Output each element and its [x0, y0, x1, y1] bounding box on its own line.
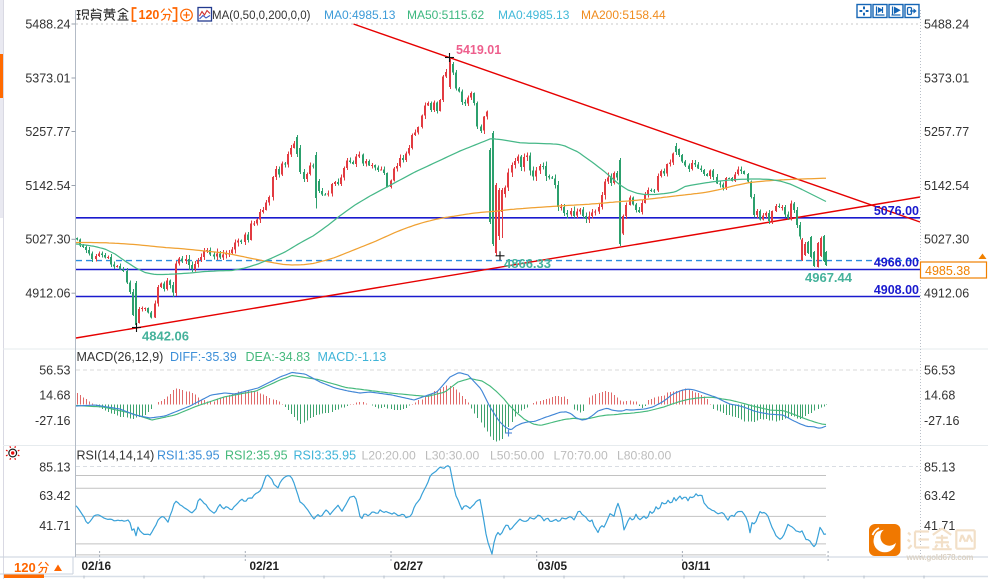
- svg-text:41.71: 41.71: [924, 519, 955, 533]
- svg-text:MA200:5158.44: MA200:5158.44: [581, 8, 666, 22]
- svg-text:56.53: 56.53: [39, 363, 70, 377]
- svg-text:03/11: 03/11: [682, 559, 711, 573]
- svg-text:5027.30: 5027.30: [25, 233, 70, 247]
- svg-text:MA0:4985.13: MA0:4985.13: [324, 8, 396, 22]
- svg-text:02/27: 02/27: [394, 559, 424, 573]
- svg-text:L80:80.00: L80:80.00: [617, 449, 671, 463]
- svg-text:5373.01: 5373.01: [25, 71, 70, 85]
- svg-text:4966.00: 4966.00: [874, 255, 919, 269]
- svg-text:5488.24: 5488.24: [924, 17, 969, 31]
- svg-text:4985.38: 4985.38: [925, 264, 970, 278]
- svg-text:DEA:-34.83: DEA:-34.83: [246, 350, 311, 364]
- svg-text:63.42: 63.42: [39, 489, 70, 503]
- svg-text:5027.30: 5027.30: [924, 233, 969, 247]
- svg-text:RSI2:35.95: RSI2:35.95: [225, 449, 288, 463]
- svg-text:14.68: 14.68: [924, 388, 955, 402]
- svg-text:MA(0,50,0,200,0,0): MA(0,50,0,200,0,0): [212, 10, 311, 22]
- svg-text:41.71: 41.71: [39, 519, 70, 533]
- svg-text:4866.33: 4866.33: [504, 256, 551, 271]
- svg-text:85.13: 85.13: [924, 460, 955, 474]
- svg-text:4967.44: 4967.44: [805, 270, 853, 285]
- svg-text:02/21: 02/21: [250, 559, 280, 573]
- svg-text:MA50:5115.62: MA50:5115.62: [407, 8, 484, 22]
- svg-text:4842.06: 4842.06: [142, 328, 189, 343]
- svg-text:5076.00: 5076.00: [874, 204, 919, 218]
- svg-text:5419.01: 5419.01: [456, 43, 501, 57]
- svg-text:02/16: 02/16: [82, 559, 112, 573]
- svg-text:56.53: 56.53: [924, 363, 955, 377]
- svg-text:MACD(26,12,9): MACD(26,12,9): [77, 350, 164, 364]
- svg-text:63.42: 63.42: [924, 489, 955, 503]
- svg-text:5488.24: 5488.24: [25, 17, 70, 31]
- svg-text:RSI3:35.95: RSI3:35.95: [294, 449, 357, 463]
- svg-text:5257.77: 5257.77: [25, 125, 70, 139]
- svg-text:-27.16: -27.16: [924, 414, 959, 428]
- svg-text:4908.00: 4908.00: [874, 283, 919, 297]
- svg-text:-27.16: -27.16: [35, 414, 70, 428]
- svg-text:4912.06: 4912.06: [25, 287, 70, 301]
- svg-text:120: 120: [14, 560, 36, 575]
- svg-text:03/05: 03/05: [538, 559, 568, 573]
- svg-text:4912.06: 4912.06: [924, 287, 969, 301]
- svg-text:L50:50.00: L50:50.00: [490, 449, 544, 463]
- svg-text:5373.01: 5373.01: [924, 71, 969, 85]
- svg-text:MACD:-1.13: MACD:-1.13: [318, 350, 387, 364]
- svg-text:5142.54: 5142.54: [924, 179, 969, 193]
- svg-text:RSI1:35.95: RSI1:35.95: [157, 449, 220, 463]
- svg-text:MA0:4985.13: MA0:4985.13: [498, 8, 570, 22]
- svg-text:85.13: 85.13: [39, 460, 70, 474]
- svg-text:120: 120: [139, 8, 160, 22]
- svg-text:L30:30.00: L30:30.00: [425, 449, 479, 463]
- svg-text:L70:70.00: L70:70.00: [554, 449, 608, 463]
- svg-text:DIFF:-35.39: DIFF:-35.39: [170, 350, 237, 364]
- svg-text:RSI(14,14,14): RSI(14,14,14): [77, 449, 155, 463]
- svg-text:5142.54: 5142.54: [25, 179, 70, 193]
- svg-text:5257.77: 5257.77: [924, 125, 969, 139]
- svg-text:L20:20.00: L20:20.00: [362, 449, 416, 463]
- svg-text:14.68: 14.68: [39, 388, 70, 402]
- svg-text:www.gold678.com: www.gold678.com: [906, 553, 974, 562]
